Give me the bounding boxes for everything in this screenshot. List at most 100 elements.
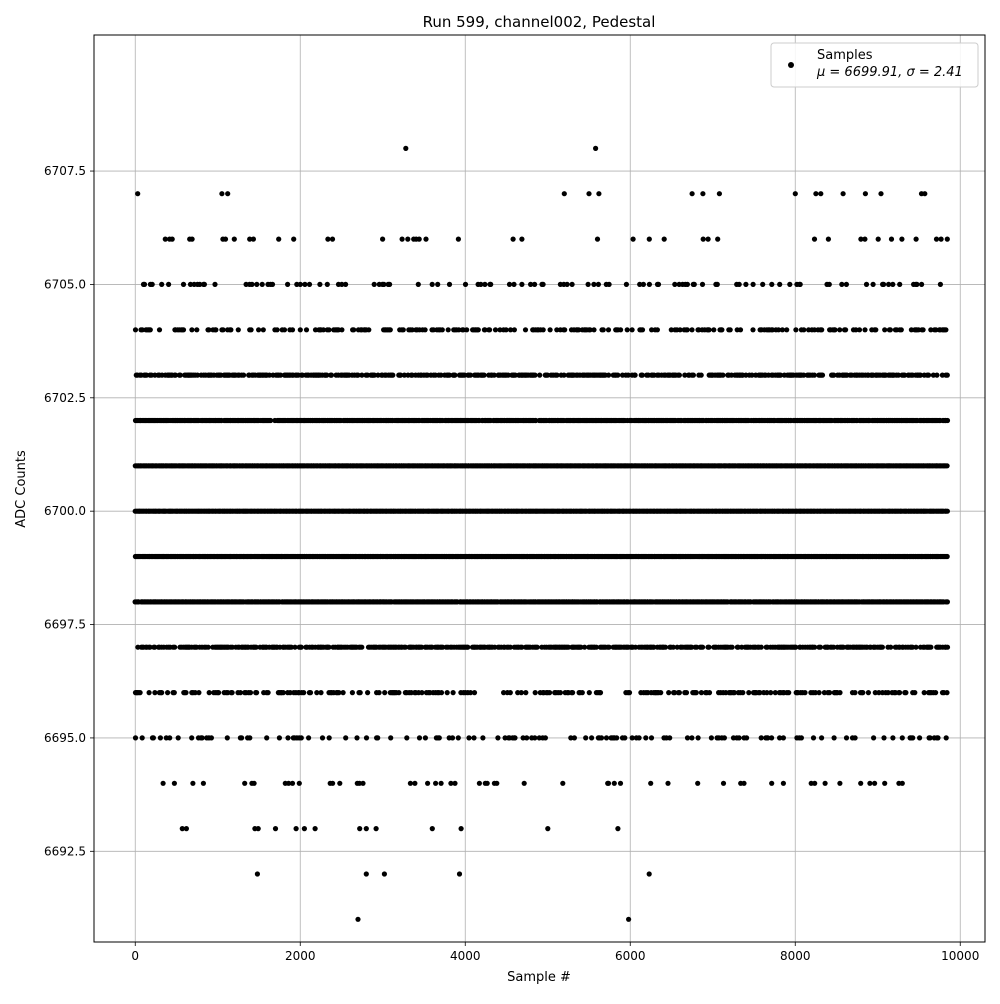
data-point xyxy=(396,690,401,695)
data-point xyxy=(832,327,837,332)
data-point xyxy=(425,781,430,786)
data-point xyxy=(666,690,671,695)
data-point xyxy=(532,373,537,378)
data-point xyxy=(519,690,524,695)
data-point xyxy=(522,781,527,786)
data-point xyxy=(330,781,335,786)
data-point xyxy=(944,735,949,740)
data-point xyxy=(696,735,701,740)
data-point xyxy=(523,327,528,332)
data-point xyxy=(207,690,212,695)
data-point xyxy=(562,327,567,332)
data-point xyxy=(388,327,393,332)
data-point xyxy=(241,373,246,378)
data-point xyxy=(487,327,492,332)
data-point xyxy=(900,781,905,786)
data-point xyxy=(476,327,481,332)
data-point xyxy=(423,735,428,740)
data-point xyxy=(744,735,749,740)
data-point xyxy=(935,735,940,740)
data-point xyxy=(151,735,156,740)
data-point xyxy=(161,781,166,786)
data-point xyxy=(494,781,499,786)
data-point xyxy=(811,735,816,740)
data-point xyxy=(852,690,857,695)
data-point xyxy=(658,690,663,695)
data-point xyxy=(228,327,233,332)
data-point xyxy=(720,373,725,378)
data-point xyxy=(537,373,542,378)
data-point xyxy=(365,690,370,695)
data-point xyxy=(818,645,823,650)
data-point xyxy=(750,327,755,332)
data-point xyxy=(648,781,653,786)
data-point xyxy=(158,735,163,740)
data-point xyxy=(439,781,444,786)
data-point xyxy=(275,327,280,332)
data-point xyxy=(433,781,438,786)
data-point xyxy=(236,327,241,332)
data-point xyxy=(167,735,172,740)
data-point xyxy=(832,735,837,740)
data-point xyxy=(318,690,323,695)
data-point xyxy=(721,781,726,786)
data-point xyxy=(189,327,194,332)
data-point xyxy=(945,463,950,468)
data-point xyxy=(799,735,804,740)
data-point xyxy=(388,735,393,740)
data-point xyxy=(560,781,565,786)
data-point xyxy=(377,690,382,695)
data-point xyxy=(917,735,922,740)
data-point xyxy=(630,327,635,332)
data-point xyxy=(843,327,848,332)
data-point xyxy=(535,645,540,650)
data-point xyxy=(612,781,617,786)
data-point xyxy=(899,327,904,332)
data-point xyxy=(900,735,905,740)
data-point xyxy=(298,327,303,332)
data-point xyxy=(480,735,485,740)
data-point xyxy=(707,690,712,695)
data-point xyxy=(606,327,611,332)
data-point xyxy=(508,690,513,695)
data-point xyxy=(867,781,872,786)
data-point xyxy=(677,690,682,695)
data-point xyxy=(728,327,733,332)
data-point xyxy=(587,690,592,695)
data-point xyxy=(913,645,918,650)
data-point xyxy=(572,735,577,740)
data-point xyxy=(157,327,162,332)
data-point xyxy=(206,645,211,650)
data-point xyxy=(643,735,648,740)
data-point xyxy=(181,327,186,332)
data-point xyxy=(945,509,950,514)
data-point xyxy=(926,373,931,378)
data-point xyxy=(339,327,344,332)
data-point xyxy=(888,327,893,332)
data-point xyxy=(423,327,428,332)
data-point xyxy=(934,373,939,378)
data-point xyxy=(667,735,672,740)
data-point xyxy=(343,735,348,740)
data-point xyxy=(722,735,727,740)
data-point xyxy=(200,735,205,740)
data-point xyxy=(945,373,950,378)
data-point xyxy=(738,327,743,332)
data-point xyxy=(152,690,157,695)
data-point xyxy=(945,645,950,650)
data-point xyxy=(637,735,642,740)
data-point xyxy=(225,735,230,740)
data-point xyxy=(133,735,138,740)
data-point xyxy=(306,735,311,740)
data-point xyxy=(823,781,828,786)
data-point xyxy=(903,690,908,695)
data-point xyxy=(812,373,817,378)
data-point xyxy=(282,327,287,332)
data-point xyxy=(532,735,537,740)
data-point xyxy=(625,327,630,332)
data-point xyxy=(695,781,700,786)
data-point xyxy=(604,735,609,740)
data-point xyxy=(857,327,862,332)
